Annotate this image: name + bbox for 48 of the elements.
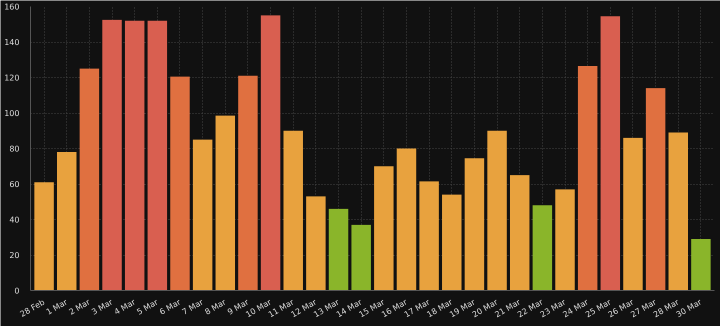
bar (328, 208, 348, 290)
y-tick-label: 80 (9, 144, 20, 154)
bar (396, 148, 416, 290)
x-tick-label: 4 Mar (112, 297, 138, 317)
bar (623, 138, 643, 290)
bar (283, 130, 303, 290)
bar (216, 116, 236, 290)
bar (351, 224, 371, 290)
bar (238, 76, 258, 290)
bar (600, 16, 620, 290)
x-tick-label: 8 Mar (203, 297, 228, 317)
bar (442, 194, 462, 290)
x-tick-label: 2 Mar (67, 297, 92, 317)
bar (306, 196, 326, 290)
y-tick-label: 120 (4, 74, 20, 82)
bar (374, 166, 394, 290)
bar (487, 130, 507, 290)
y-tick-label: 20 (9, 251, 20, 260)
y-tick-label: 40 (9, 216, 20, 224)
bar (691, 239, 711, 290)
x-tick-label: 3 Mar (90, 297, 115, 317)
bar (34, 182, 54, 290)
bar (646, 88, 666, 290)
x-tick-label: 6 Mar (158, 297, 183, 317)
bar (192, 140, 212, 290)
bar (464, 158, 484, 290)
x-tick-label: 28 Feb (18, 298, 46, 319)
bar (510, 175, 530, 290)
x-tick-label: 5 Mar (135, 297, 160, 317)
y-tick-label: 160 (4, 2, 20, 12)
x-tick-label: 1 Mar (44, 297, 70, 317)
y-tick-label: 60 (9, 180, 20, 189)
y-tick-label: 140 (4, 38, 20, 47)
bar (419, 181, 439, 290)
x-tick-label: 7 Mar (180, 297, 206, 317)
bar (668, 132, 688, 290)
y-tick-label: 100 (4, 109, 20, 118)
y-tick-label: 0 (14, 286, 20, 296)
bar (57, 152, 76, 290)
bar (555, 189, 575, 290)
bar (148, 20, 168, 290)
bar (102, 20, 122, 290)
bar (578, 66, 598, 290)
bar (80, 68, 100, 290)
bar (260, 15, 280, 290)
bar (170, 76, 190, 290)
bar (532, 205, 552, 290)
bar (124, 20, 144, 290)
